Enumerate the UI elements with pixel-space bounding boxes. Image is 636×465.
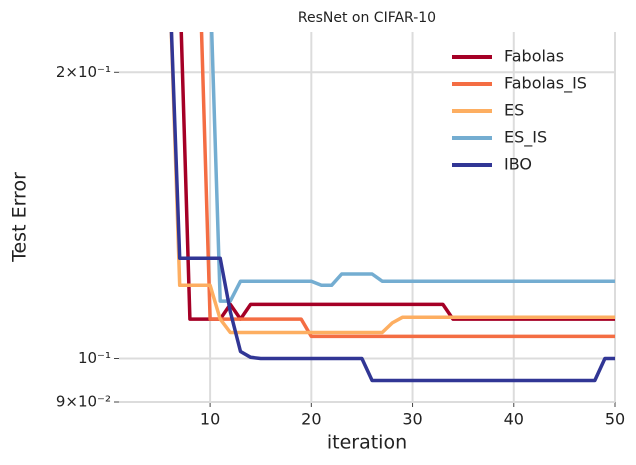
y-tick-label: 9×10⁻² (56, 393, 111, 411)
chart-title: ResNet on CIFAR-10 (298, 10, 436, 26)
y-tick-label: 2×10⁻¹ (56, 63, 111, 81)
legend-label: ES_IS (504, 128, 547, 148)
y-tick-label: 10⁻¹ (78, 349, 111, 367)
series-line (169, 32, 615, 383)
x-tick-label: 20 (301, 410, 321, 429)
lines (169, 32, 615, 383)
legend-label: Fabolas (504, 47, 564, 66)
x-axis-label: iteration (327, 432, 407, 454)
x-tick-label: 50 (605, 410, 625, 429)
series-line (199, 32, 615, 339)
legend-label: ES (504, 101, 524, 120)
grid (114, 32, 616, 407)
x-tick-label: 40 (504, 410, 524, 429)
legend-label: Fabolas_IS (504, 74, 587, 94)
x-tick-label: 30 (402, 410, 422, 429)
legend: Fabolas Fabolas_IS ES ES_IS IBO (452, 47, 587, 174)
y-axis-label: Test Error (9, 172, 31, 263)
x-tick-label: 10 (200, 410, 220, 429)
series-line (169, 32, 615, 335)
series-line (209, 32, 615, 303)
series-line (179, 32, 615, 321)
legend-label: IBO (504, 155, 532, 174)
